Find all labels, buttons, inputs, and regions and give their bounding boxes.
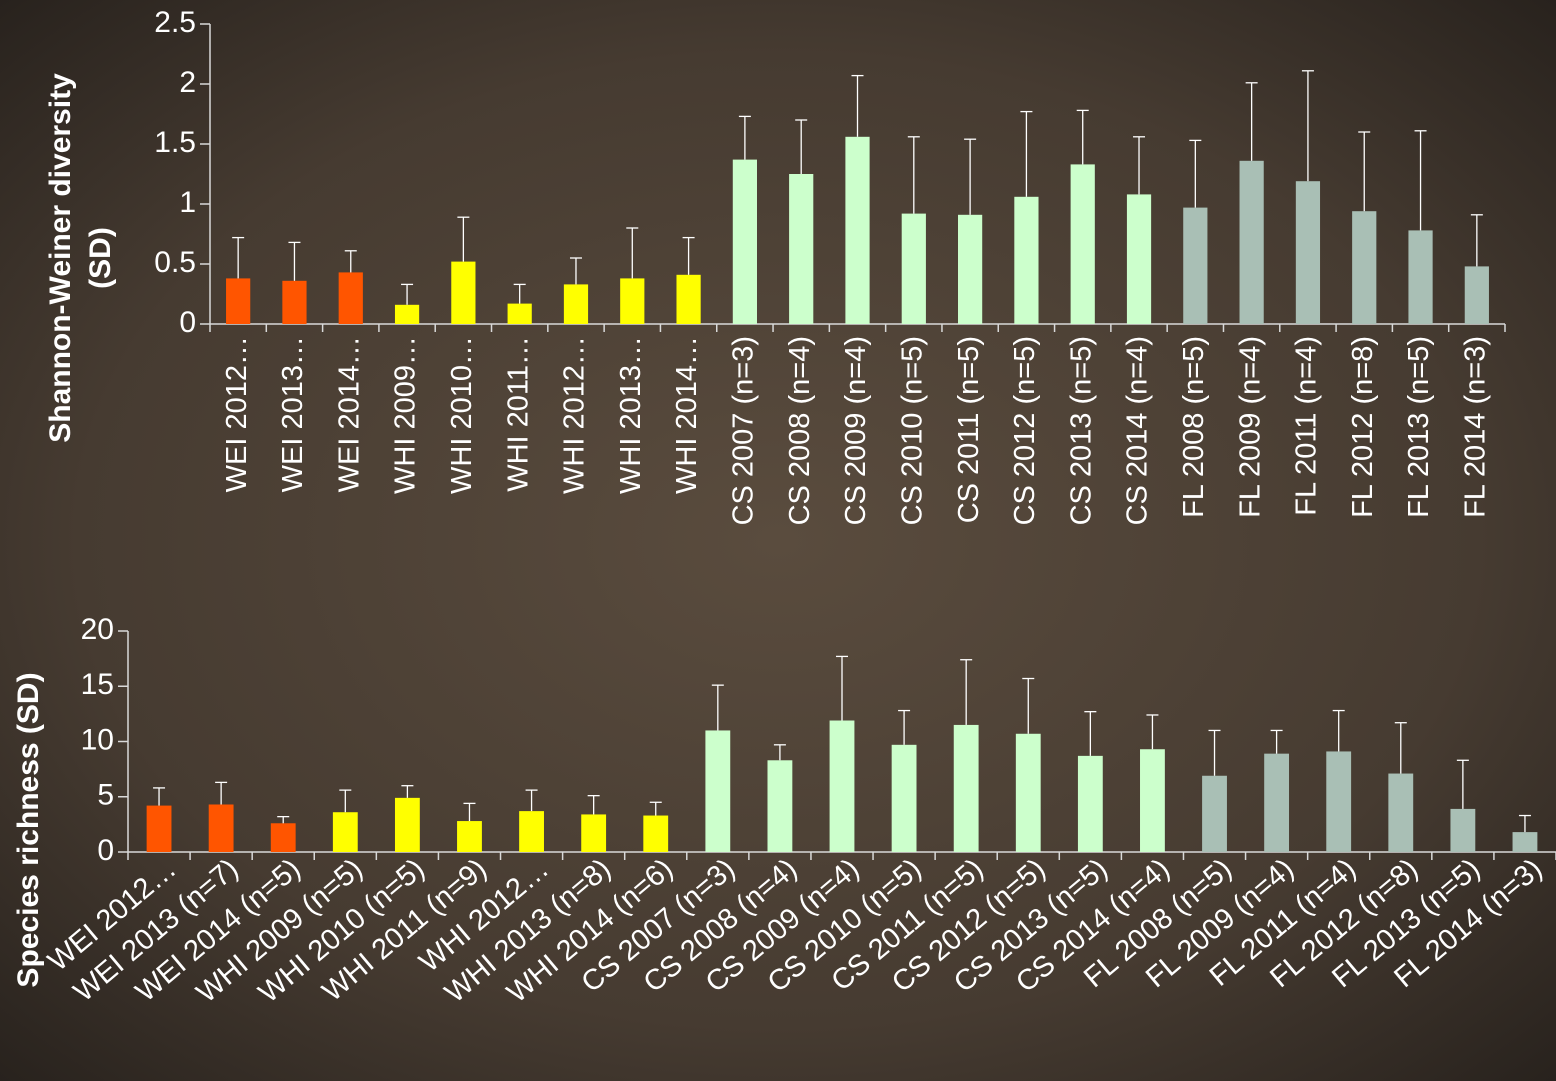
y-tick-label: 0 xyxy=(179,306,196,339)
y-tick-label: 20 xyxy=(81,613,114,646)
bar xyxy=(732,159,757,324)
bar xyxy=(519,811,544,852)
x-tick-label: FL 2013 (n=5) xyxy=(1403,336,1435,518)
bar xyxy=(332,812,358,852)
bar xyxy=(338,272,363,324)
bar xyxy=(270,823,296,852)
y-tick-label: 5 xyxy=(97,779,114,812)
bar xyxy=(1126,194,1152,324)
bar xyxy=(282,280,307,324)
bar xyxy=(953,724,979,852)
y-tick-label: 2 xyxy=(179,66,196,99)
x-tick-label: WHI 2012… xyxy=(559,336,591,494)
bar xyxy=(208,804,234,852)
bar xyxy=(1077,755,1103,852)
bar xyxy=(767,760,793,852)
bar xyxy=(891,744,917,852)
bar xyxy=(394,797,420,852)
x-tick-label: WHI 2014… xyxy=(671,336,703,494)
y-axis-title: (SD) xyxy=(84,227,117,289)
bar xyxy=(1183,207,1208,324)
bar xyxy=(1464,266,1489,324)
x-tick-label: CS 2007 (n=3) xyxy=(728,336,760,525)
bar xyxy=(226,278,251,324)
x-tick-label: CS 2012 (n=5) xyxy=(1009,336,1041,525)
bar xyxy=(581,814,607,852)
x-tick-label: FL 2009 (n=4) xyxy=(1234,336,1266,518)
bar xyxy=(1352,211,1377,324)
bar xyxy=(146,805,172,852)
y-axis-title: Shannon-Weiner diversity xyxy=(44,73,77,443)
x-tick-label: WHI 2011… xyxy=(502,336,534,492)
bar xyxy=(901,213,926,324)
bar xyxy=(705,730,731,852)
y-tick-label: 10 xyxy=(81,723,114,756)
x-tick-label: WHI 2013… xyxy=(615,336,647,494)
bar xyxy=(676,274,701,324)
bar xyxy=(563,284,589,324)
x-tick-label: CS 2013 (n=5) xyxy=(1065,336,1097,525)
bar xyxy=(845,136,870,324)
x-tick-label: WHI 2010… xyxy=(446,336,478,494)
x-tick-label: CS 2009 (n=4) xyxy=(840,336,872,525)
bar xyxy=(507,303,532,324)
bar xyxy=(1388,773,1414,852)
bar xyxy=(1202,775,1227,852)
y-axis-title: Species richness (SD) xyxy=(12,672,45,987)
x-tick-label: CS 2010 (n=5) xyxy=(896,336,928,525)
bar xyxy=(1264,753,1290,852)
bar xyxy=(1140,749,1165,852)
bar xyxy=(451,261,476,324)
bar xyxy=(1450,808,1476,852)
bar xyxy=(958,214,983,324)
x-tick-label: FL 2011 (n=4) xyxy=(1291,336,1323,516)
bar xyxy=(1014,196,1039,324)
x-tick-label: WEI 2013… xyxy=(277,336,309,492)
bar xyxy=(829,720,855,852)
bar xyxy=(1408,230,1433,324)
x-tick-label: FL 2012 (n=8) xyxy=(1347,336,1379,518)
bar xyxy=(1295,181,1321,324)
bar xyxy=(643,815,669,852)
x-tick-label: WEI 2012… xyxy=(221,336,253,492)
y-tick-label: 15 xyxy=(81,668,114,701)
y-tick-label: 2.5 xyxy=(154,6,196,39)
x-tick-label: FL 2014 (n=3) xyxy=(1460,336,1492,518)
y-tick-label: 1 xyxy=(179,186,196,219)
x-tick-label: CS 2008 (n=4) xyxy=(784,336,816,525)
x-tick-label: FL 2008 (n=5) xyxy=(1178,336,1210,518)
bar xyxy=(1239,160,1264,324)
x-tick-label: WEI 2014… xyxy=(333,336,365,492)
bar xyxy=(394,304,420,324)
bar xyxy=(1070,164,1095,324)
bar xyxy=(620,278,645,324)
bar xyxy=(789,174,814,324)
x-tick-label: WHI 2009… xyxy=(390,336,422,494)
bar xyxy=(457,821,482,852)
bar xyxy=(1015,733,1041,852)
x-tick-label: CS 2011 (n=5) xyxy=(953,336,985,523)
y-tick-label: 0 xyxy=(97,834,114,867)
bar xyxy=(1326,751,1352,852)
y-tick-label: 1.5 xyxy=(154,126,196,159)
x-tick-label: CS 2014 (n=4) xyxy=(1122,336,1154,525)
y-tick-label: 0.5 xyxy=(154,246,196,279)
bar xyxy=(1512,832,1538,852)
